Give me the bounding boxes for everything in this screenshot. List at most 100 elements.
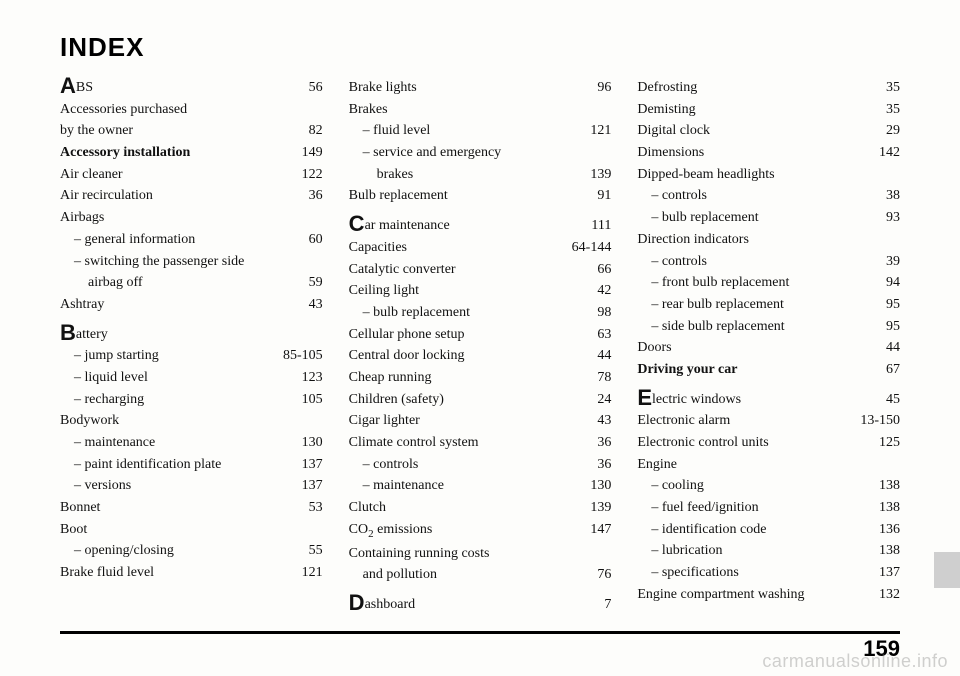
page-ref: 35 bbox=[860, 99, 900, 121]
index-entry: – fuel feed/ignition138 bbox=[637, 497, 900, 519]
index-entry: Electronic alarm13-150 bbox=[637, 410, 900, 432]
page-ref: 130 bbox=[283, 432, 323, 454]
index-entry: – controls39 bbox=[637, 251, 900, 273]
index-entry: airbag off59 bbox=[60, 272, 323, 294]
index-label: – controls bbox=[651, 185, 707, 207]
page-ref: 36 bbox=[571, 454, 611, 476]
index-label: Brake fluid level bbox=[60, 562, 154, 584]
page-ref: 142 bbox=[860, 142, 900, 164]
index-entry: ABS56 bbox=[60, 77, 323, 99]
index-label: – paint identification plate bbox=[74, 454, 221, 476]
index-entry: Central door locking44 bbox=[349, 345, 612, 367]
index-entry: Catalytic converter66 bbox=[349, 259, 612, 281]
index-entry: – lubrication138 bbox=[637, 540, 900, 562]
page-ref: 138 bbox=[860, 497, 900, 519]
index-label: Driving your car bbox=[637, 359, 737, 381]
index-entry: – recharging105 bbox=[60, 389, 323, 411]
index-entry: – bulb replacement93 bbox=[637, 207, 900, 229]
index-label: Ceiling light bbox=[349, 280, 419, 302]
index-entry: Defrosting35 bbox=[637, 77, 900, 99]
index-label: Battery bbox=[60, 324, 108, 346]
index-label: Bodywork bbox=[60, 410, 119, 432]
index-entry: – cooling138 bbox=[637, 475, 900, 497]
index-entry: Accessories purchased bbox=[60, 99, 323, 121]
index-entry: Doors44 bbox=[637, 337, 900, 359]
index-page: INDEX ABS56Accessories purchasedby the o… bbox=[0, 0, 960, 676]
index-label: Clutch bbox=[349, 497, 386, 519]
page-ref: 91 bbox=[571, 185, 611, 207]
page-ref: 121 bbox=[283, 562, 323, 584]
index-label: – front bulb replacement bbox=[651, 272, 789, 294]
index-label: Brake lights bbox=[349, 77, 417, 99]
index-label: Capacities bbox=[349, 237, 407, 259]
index-label: – bulb replacement bbox=[363, 302, 470, 324]
index-label: Climate control system bbox=[349, 432, 479, 454]
page-ref: 130 bbox=[571, 475, 611, 497]
page-ref: 85-105 bbox=[273, 345, 323, 367]
footer-rule bbox=[60, 631, 900, 634]
index-label: by the owner bbox=[60, 120, 133, 142]
index-entry: – controls38 bbox=[637, 185, 900, 207]
index-label: – switching the passenger side bbox=[74, 251, 244, 273]
index-entry: – rear bulb replacement95 bbox=[637, 294, 900, 316]
index-entry: Brakes bbox=[349, 99, 612, 121]
index-entry: – general information60 bbox=[60, 229, 323, 251]
spacer bbox=[349, 207, 612, 215]
index-entry: Engine compartment washing132 bbox=[637, 584, 900, 606]
index-label: Ashtray bbox=[60, 294, 104, 316]
page-ref: 39 bbox=[860, 251, 900, 273]
page-ref: 123 bbox=[283, 367, 323, 389]
page-ref: 139 bbox=[571, 164, 611, 186]
page-ref: 111 bbox=[571, 215, 611, 237]
index-label: Demisting bbox=[637, 99, 695, 121]
index-label: – service and emergency bbox=[363, 142, 502, 164]
index-entry: Ceiling light42 bbox=[349, 280, 612, 302]
page-ref: 95 bbox=[860, 294, 900, 316]
index-label: Digital clock bbox=[637, 120, 710, 142]
index-entry: Airbags bbox=[60, 207, 323, 229]
index-label: – versions bbox=[74, 475, 131, 497]
index-label: Accessory installation bbox=[60, 142, 190, 164]
index-entry: by the owner82 bbox=[60, 120, 323, 142]
index-entry: Air cleaner122 bbox=[60, 164, 323, 186]
index-entry: – identification code136 bbox=[637, 519, 900, 541]
index-label: Engine compartment washing bbox=[637, 584, 804, 606]
page-ref: 24 bbox=[571, 389, 611, 411]
index-entry: Cellular phone setup63 bbox=[349, 324, 612, 346]
page-ref: 138 bbox=[860, 540, 900, 562]
index-label: – recharging bbox=[74, 389, 144, 411]
page-ref: 13-150 bbox=[850, 410, 900, 432]
index-label: brakes bbox=[377, 164, 414, 186]
index-entry: Accessory installation149 bbox=[60, 142, 323, 164]
index-entry: Cheap running78 bbox=[349, 367, 612, 389]
page-ref: 43 bbox=[571, 410, 611, 432]
index-label: Accessories purchased bbox=[60, 99, 187, 121]
index-label: Engine bbox=[637, 454, 677, 476]
index-entry: – maintenance130 bbox=[60, 432, 323, 454]
index-entry: – jump starting85-105 bbox=[60, 345, 323, 367]
index-label: Children (safety) bbox=[349, 389, 444, 411]
page-ref: 56 bbox=[283, 77, 323, 99]
index-label: and pollution bbox=[363, 564, 437, 586]
page-title: INDEX bbox=[60, 32, 900, 63]
page-ref: 53 bbox=[283, 497, 323, 519]
index-entry: Driving your car67 bbox=[637, 359, 900, 381]
page-ref: 55 bbox=[283, 540, 323, 562]
index-label: CO2 emissions bbox=[349, 519, 433, 543]
index-entry: Bodywork bbox=[60, 410, 323, 432]
index-label: Boot bbox=[60, 519, 87, 541]
index-label: Central door locking bbox=[349, 345, 465, 367]
page-ref: 96 bbox=[571, 77, 611, 99]
index-entry: – bulb replacement98 bbox=[349, 302, 612, 324]
page-ref: 60 bbox=[283, 229, 323, 251]
index-entry: Brake fluid level 121 bbox=[60, 562, 323, 584]
index-entry: – specifications137 bbox=[637, 562, 900, 584]
page-ref: 125 bbox=[860, 432, 900, 454]
index-entry: Electronic control units125 bbox=[637, 432, 900, 454]
index-entry: Dipped-beam headlights bbox=[637, 164, 900, 186]
index-label: Doors bbox=[637, 337, 671, 359]
page-ref: 63 bbox=[571, 324, 611, 346]
index-label: Cheap running bbox=[349, 367, 432, 389]
spacer bbox=[349, 586, 612, 594]
page-ref: 139 bbox=[571, 497, 611, 519]
